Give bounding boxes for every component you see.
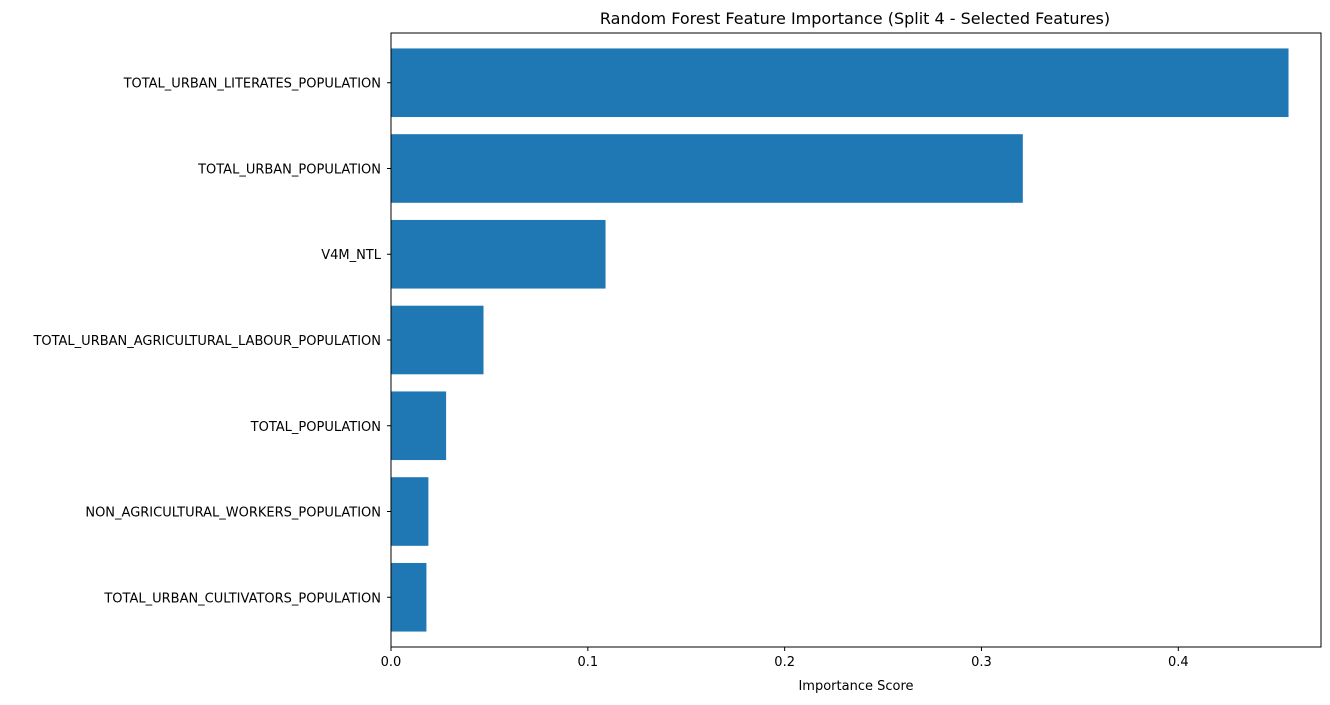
y-tick-label: TOTAL_URBAN_CULTIVATORS_POPULATION	[103, 591, 381, 606]
y-tick-label: NON_AGRICULTURAL_WORKERS_POPULATION	[85, 506, 381, 521]
plot-frame	[390, 32, 1322, 648]
x-tick-label: 0.0	[381, 655, 402, 670]
x-axis-title: Importance Score	[798, 679, 913, 694]
bar	[391, 305, 484, 375]
x-tick-label: 0.4	[1168, 655, 1189, 670]
bars-layer	[391, 48, 1289, 632]
x-axis-ticks: 0.0 0.1 0.2 0.3 0.4	[381, 647, 1189, 670]
x-tick-label: 0.2	[774, 655, 795, 670]
chart-title: Random Forest Feature Importance (Split …	[600, 9, 1110, 28]
y-tick-label: TOTAL_URBAN_AGRICULTURAL_LABOUR_POPULATI…	[32, 334, 381, 349]
bar	[391, 391, 447, 461]
bar	[391, 48, 1289, 118]
bar	[391, 219, 606, 289]
bar	[391, 477, 429, 546]
y-axis-ticks: TOTAL_URBAN_LITERATES_POPULATION TOTAL_UR…	[32, 77, 391, 606]
y-tick-label: V4M_NTL	[321, 248, 382, 263]
x-tick-label: 0.1	[577, 655, 598, 670]
y-tick-label: TOTAL_URBAN_LITERATES_POPULATION	[123, 77, 381, 92]
y-tick-label: TOTAL_POPULATION	[250, 420, 381, 435]
x-tick-label: 0.3	[971, 655, 992, 670]
bar	[391, 134, 1023, 203]
bar	[391, 562, 427, 632]
y-tick-label: TOTAL_URBAN_POPULATION	[197, 162, 381, 177]
